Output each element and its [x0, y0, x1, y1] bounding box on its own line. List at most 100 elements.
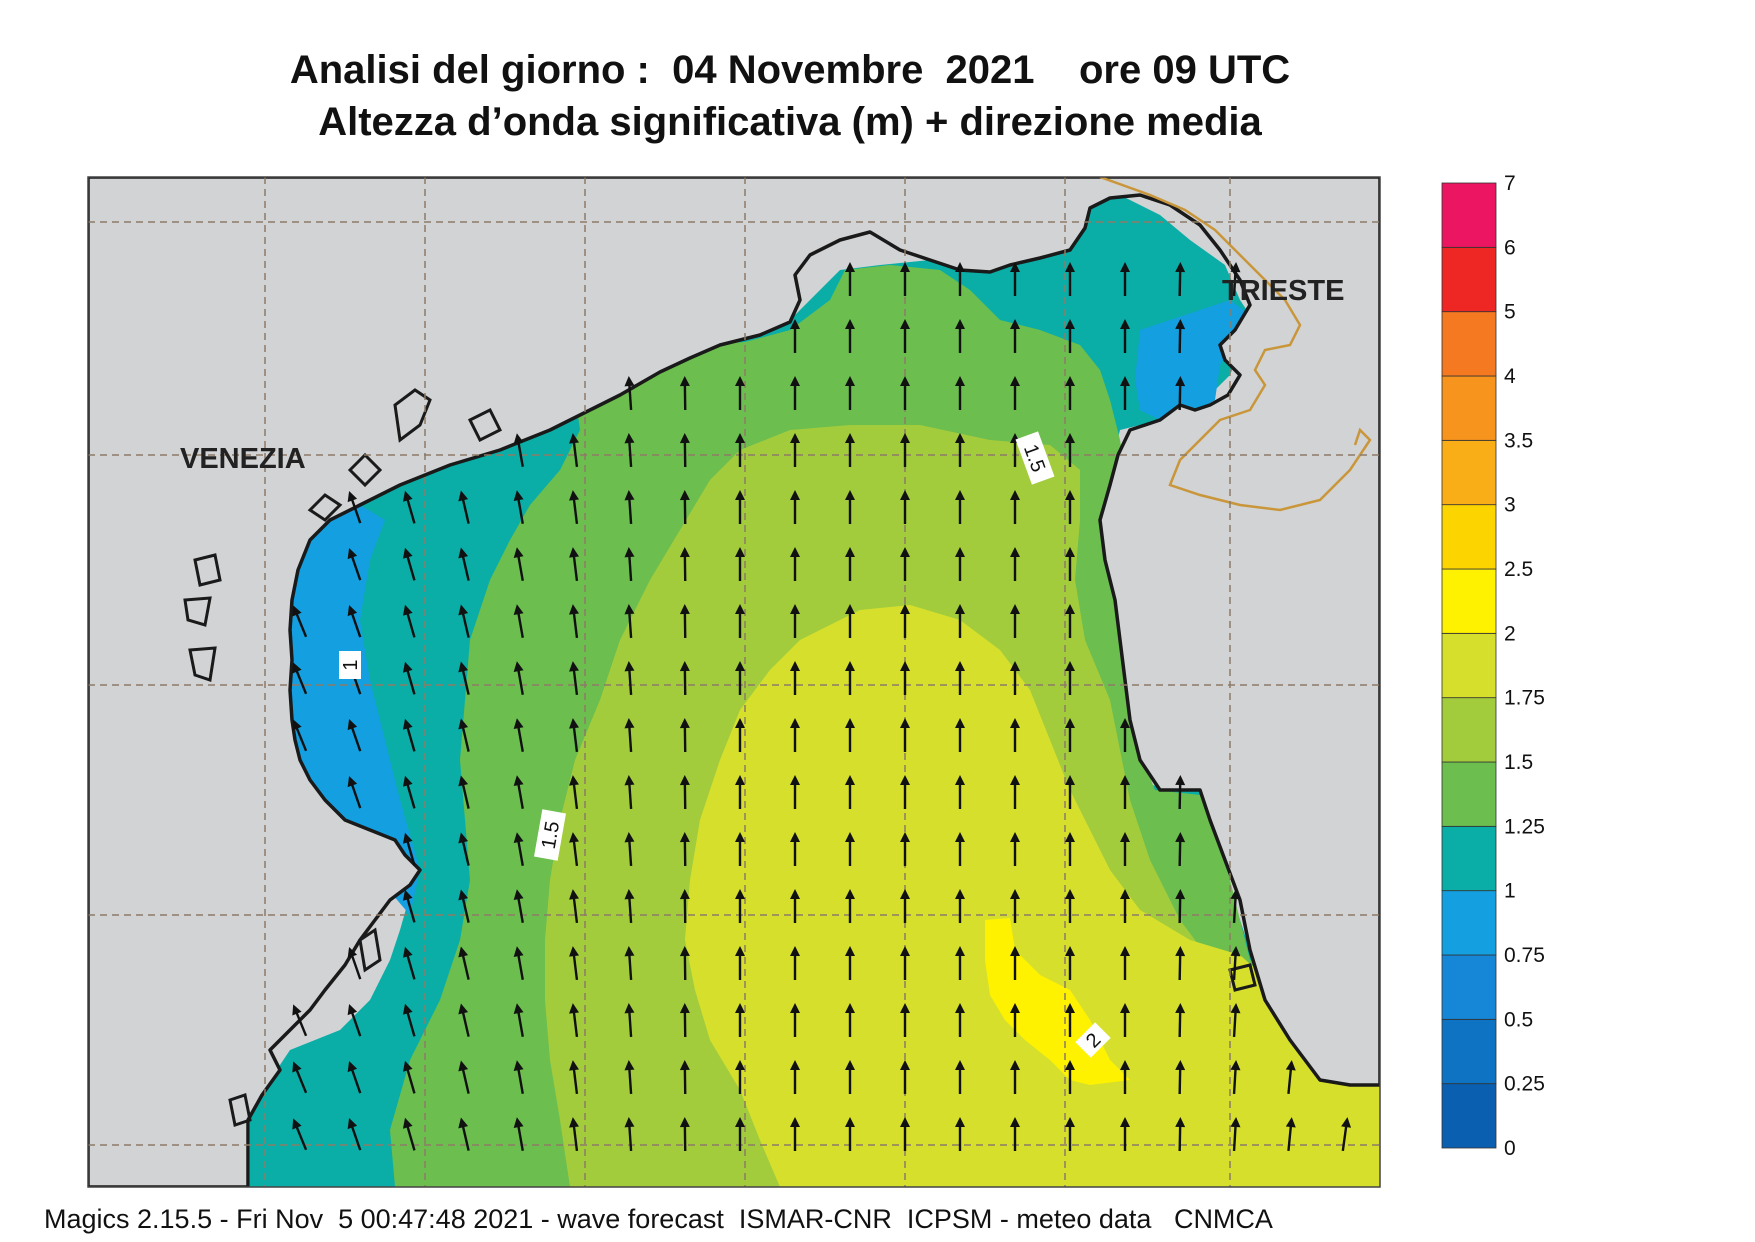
- wave-direction-arrow-icon: [1175, 1003, 1186, 1038]
- wave-direction-arrow-icon: [1175, 889, 1186, 924]
- wave-direction-arrow-icon: [1010, 262, 1020, 296]
- wave-direction-arrow-icon: [735, 1060, 745, 1094]
- legend-tick-label: 3: [1504, 494, 1516, 517]
- wave-direction-arrow-icon: [458, 718, 470, 752]
- wave-direction-arrow-icon: [458, 1117, 470, 1151]
- wave-direction-arrow-icon: [735, 490, 745, 524]
- wave-direction-arrow-icon: [458, 946, 470, 980]
- legend-tick-label: 2: [1504, 622, 1516, 645]
- wave-direction-arrow-icon: [1120, 832, 1130, 866]
- wave-direction-arrow-icon: [569, 433, 579, 468]
- wave-direction-arrow-icon: [347, 1003, 362, 1037]
- wave-direction-arrow-icon: [624, 1117, 635, 1152]
- wave-direction-arrow-icon: [1065, 376, 1075, 410]
- wave-direction-arrow-icon: [955, 376, 965, 410]
- map-frame: [87, 176, 1381, 1188]
- wave-direction-arrow-icon: [900, 376, 910, 410]
- wave-direction-arrow-icon: [402, 1003, 416, 1037]
- wave-direction-arrow-icon: [679, 661, 690, 696]
- wave-direction-arrow-icon: [513, 1060, 524, 1094]
- wave-direction-arrow-icon: [1230, 262, 1241, 297]
- wave-direction-arrow-icon: [1065, 661, 1075, 695]
- wave-direction-arrow-icon: [1065, 319, 1075, 353]
- legend-tick-label: 0.5: [1504, 1008, 1533, 1031]
- wave-direction-arrow-icon: [790, 604, 800, 638]
- wave-direction-arrow-icon: [402, 832, 416, 866]
- wave-direction-arrow-icon: [679, 889, 690, 924]
- wave-direction-arrow-icon: [1065, 775, 1075, 809]
- wave-direction-arrow-icon: [1120, 1003, 1130, 1037]
- wave-direction-arrow-icon: [569, 547, 579, 582]
- wave-direction-arrow-icon: [1230, 1117, 1241, 1152]
- wave-direction-arrow-icon: [292, 1118, 308, 1151]
- legend-swatch: [1441, 1083, 1497, 1149]
- wave-direction-arrow-icon: [513, 946, 524, 980]
- wave-direction-arrow-icon: [900, 1060, 910, 1094]
- wave-direction-arrow-icon: [735, 376, 745, 410]
- wave-direction-arrow-icon: [1065, 490, 1075, 524]
- wave-direction-arrow-icon: [955, 433, 965, 467]
- wave-direction-arrow-icon: [513, 1117, 524, 1151]
- wave-direction-arrow-icon: [955, 946, 965, 980]
- wave-direction-arrow-icon: [1175, 1117, 1186, 1152]
- wave-direction-arrow-icon: [679, 376, 690, 411]
- wave-direction-arrow-icon: [679, 1117, 690, 1152]
- wave-direction-arrow-icon: [790, 1060, 800, 1094]
- sea-band-1.75-2: [685, 605, 1380, 1187]
- wave-direction-arrow-icon: [1010, 1117, 1020, 1151]
- wave-direction-arrow-icon: [624, 661, 635, 696]
- wave-direction-arrow-icon: [955, 832, 965, 866]
- legend-swatch: [1441, 182, 1497, 248]
- wave-direction-arrow-icon: [1230, 889, 1241, 924]
- wave-direction-arrow-icon: [900, 946, 910, 980]
- wave-direction-arrow-icon: [1010, 604, 1020, 638]
- contour-label-1: 1: [339, 651, 362, 679]
- wave-direction-arrow-icon: [1065, 262, 1075, 296]
- wave-direction-arrow-icon: [735, 832, 745, 866]
- wave-direction-arrow-icon: [402, 1117, 416, 1151]
- legend-swatch: [1441, 439, 1497, 506]
- wave-direction-arrow-icon: [900, 661, 910, 695]
- wave-direction-arrow-icon: [569, 718, 579, 753]
- wave-direction-arrow-icon: [1120, 319, 1130, 353]
- wave-direction-arrow-icon: [458, 775, 470, 809]
- wave-direction-arrow-icon: [347, 490, 362, 524]
- legend-swatch: [1441, 761, 1497, 827]
- wave-direction-arrow-icon: [845, 1117, 855, 1151]
- wave-direction-arrow-icon: [569, 661, 579, 696]
- wave-direction-arrow-icon: [513, 490, 524, 524]
- wave-direction-arrow-icon: [679, 1003, 690, 1038]
- wave-direction-arrow-icon: [955, 262, 965, 296]
- wave-direction-arrow-icon: [1065, 1003, 1075, 1037]
- wave-direction-arrow-icon: [458, 889, 470, 923]
- wave-direction-arrow-icon: [458, 832, 470, 866]
- wave-direction-arrow-icon: [569, 832, 579, 867]
- wave-direction-arrow-icon: [1065, 1117, 1075, 1151]
- wave-direction-arrow-icon: [347, 1060, 362, 1094]
- wave-direction-arrow-icon: [624, 946, 635, 981]
- wave-direction-arrow-icon: [900, 262, 910, 296]
- wave-direction-arrow-icon: [900, 547, 910, 581]
- wave-direction-arrow-icon: [513, 604, 524, 638]
- wave-direction-arrow-icon: [347, 718, 362, 752]
- wave-direction-arrow-icon: [955, 1003, 965, 1037]
- wave-direction-arrow-icon: [402, 1060, 416, 1094]
- wave-direction-arrow-icon: [900, 832, 910, 866]
- wave-direction-arrow-icon: [347, 775, 362, 809]
- wave-direction-arrow-icon: [790, 490, 800, 524]
- wave-direction-arrow-icon: [624, 718, 635, 753]
- legend-tick-label: 1: [1504, 880, 1516, 903]
- wave-direction-arrow-icon: [1010, 661, 1020, 695]
- wave-direction-arrow-icon: [569, 946, 579, 981]
- wave-direction-arrow-icon: [513, 433, 524, 467]
- wave-direction-arrow-icon: [569, 889, 579, 924]
- legend-swatch: [1441, 890, 1497, 956]
- wave-direction-arrow-icon: [1010, 376, 1020, 410]
- wave-direction-arrow-icon: [347, 946, 362, 980]
- wave-direction-arrow-icon: [845, 775, 855, 809]
- wave-direction-arrow-icon: [569, 1117, 579, 1152]
- wave-direction-arrow-icon: [735, 661, 745, 695]
- wave-direction-arrow-icon: [735, 946, 745, 980]
- wave-direction-arrow-icon: [624, 775, 635, 810]
- legend-tick-label: 6: [1504, 236, 1516, 259]
